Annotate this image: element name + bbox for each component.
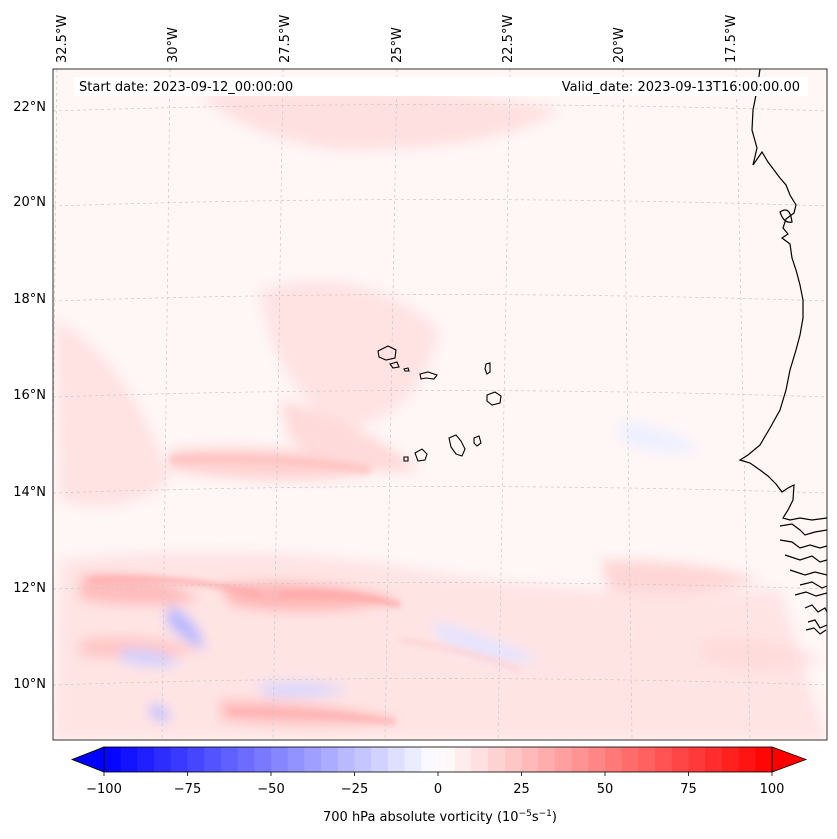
colorbar-cell xyxy=(571,747,589,772)
colorbar-tick-label: 100 xyxy=(760,782,785,797)
colorbar-cell xyxy=(304,747,322,772)
island-santa-luzia xyxy=(403,367,410,372)
colorbar-label: 700 hPa absolute vorticity (10−5s−1) xyxy=(323,809,557,825)
colorbar-cell xyxy=(287,747,305,772)
colorbar-cell xyxy=(621,747,639,772)
lat-label-12n: 12°N xyxy=(13,581,46,596)
lon-label-25w: 25°W xyxy=(390,27,405,63)
start-date-label: Start date: 2023-09-12_00:00:00 xyxy=(79,80,293,95)
date-header-bar xyxy=(74,77,808,96)
colorbar-cell xyxy=(605,747,623,772)
lon-label-17.5w: 17.5°W xyxy=(724,15,739,63)
latitude-labels: 22°N 20°N 18°N 16°N 14°N 12°N 10°N xyxy=(13,100,46,692)
lon-label-30w: 30°W xyxy=(166,27,181,63)
colorbar-cell xyxy=(538,747,556,772)
colorbar-cell xyxy=(488,747,506,772)
island-brava xyxy=(403,456,409,462)
colorbar-ticks xyxy=(103,772,773,776)
colorbar-cell xyxy=(220,747,239,772)
colorbar-cell xyxy=(655,747,673,772)
colorbar-cell xyxy=(588,747,606,772)
colorbar-cell xyxy=(187,747,205,772)
island-sal xyxy=(484,362,491,375)
island-sao-vicente xyxy=(389,361,400,369)
colorbar-cell xyxy=(337,747,356,772)
colorbar-tick-label: 75 xyxy=(680,782,697,797)
colorbar-cell xyxy=(738,747,756,772)
colorbar-cell xyxy=(371,747,389,772)
colorbar-cell xyxy=(504,747,523,772)
map-panel xyxy=(53,69,827,740)
colorbar-extend-high xyxy=(771,746,808,773)
lon-label-22.5w: 22.5°W xyxy=(501,15,516,63)
cape-verde-islands xyxy=(377,345,502,462)
island-fogo xyxy=(414,448,428,462)
colorbar-cell xyxy=(721,747,740,772)
lon-label-27.5w: 27.5°W xyxy=(278,15,293,63)
island-maio xyxy=(473,435,482,447)
colorbar-cell xyxy=(705,747,723,772)
colorbar-cell xyxy=(638,747,656,772)
colorbar-cells xyxy=(104,747,773,772)
lon-label-32.5w: 32.5°W xyxy=(55,15,70,63)
gridlines xyxy=(53,69,827,740)
colorbar-tick-label: −100 xyxy=(86,782,122,797)
colorbar-cell xyxy=(120,747,138,772)
colorbar-cell xyxy=(554,747,573,772)
colorbar-tick-label: −50 xyxy=(257,782,284,797)
longitude-labels: 32.5°W 30°W 27.5°W 25°W 22.5°W 20°W 17.5… xyxy=(55,15,739,63)
colorbar-cell xyxy=(755,747,773,772)
colorbar-cell xyxy=(237,747,255,772)
map-border xyxy=(52,68,828,741)
colorbar-cell xyxy=(688,747,706,772)
colorbar-tick-label: 25 xyxy=(513,782,530,797)
vorticity-field xyxy=(53,90,827,740)
lat-label-22n: 22°N xyxy=(13,100,46,115)
colorbar-cell xyxy=(454,747,472,772)
colorbar-cell xyxy=(354,747,372,772)
colorbar-tick-label: −75 xyxy=(174,782,201,797)
colorbar: −100 −75 −50 −25 0 25 50 75 100 700 hPa … xyxy=(70,746,808,825)
colorbar-cell xyxy=(170,747,189,772)
colorbar-cell xyxy=(521,747,539,772)
lat-label-16n: 16°N xyxy=(13,388,46,403)
colorbar-cell xyxy=(254,747,272,772)
colorbar-cell xyxy=(154,747,172,772)
colorbar-cell xyxy=(471,747,489,772)
colorbar-cell xyxy=(387,747,406,772)
lat-label-20n: 20°N xyxy=(13,195,46,210)
colorbar-cell xyxy=(321,747,339,772)
colorbar-cell xyxy=(104,747,122,772)
colorbar-cell xyxy=(421,747,439,772)
lat-label-14n: 14°N xyxy=(13,485,46,500)
lat-label-10n: 10°N xyxy=(13,677,46,692)
colorbar-tick-label: −25 xyxy=(341,782,368,797)
colorbar-cell xyxy=(438,747,456,772)
colorbar-tick-label: 0 xyxy=(434,782,442,797)
colorbar-cell xyxy=(271,747,289,772)
colorbar-cell xyxy=(204,747,222,772)
colorbar-cell xyxy=(404,747,422,772)
colorbar-tick-labels: −100 −75 −50 −25 0 25 50 75 100 xyxy=(86,782,784,797)
island-santo-antao xyxy=(377,345,397,361)
colorbar-cell xyxy=(671,747,690,772)
colorbar-extend-low xyxy=(70,746,105,773)
lon-label-20w: 20°W xyxy=(612,27,627,63)
valid-date-label: Valid_date: 2023-09-13T16:00:00.00 xyxy=(562,80,800,95)
lat-label-18n: 18°N xyxy=(13,292,46,307)
vorticity-streaks xyxy=(89,454,521,725)
african-coastline xyxy=(738,69,827,635)
colorbar-tick-label: 50 xyxy=(597,782,614,797)
colorbar-cell xyxy=(137,747,155,772)
island-boa-vista xyxy=(486,391,502,406)
island-santiago xyxy=(448,434,466,457)
island-sao-nicolau xyxy=(419,371,438,380)
